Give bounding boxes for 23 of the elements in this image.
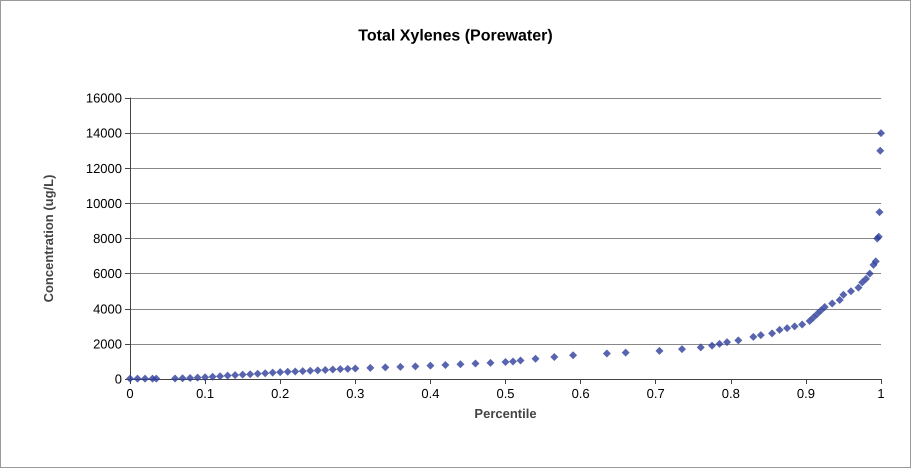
x-tick-label: 0.2 [271,386,290,401]
y-tick-label: 16000 [86,90,122,106]
y-tick-label: 0 [114,372,122,386]
x-tick-label: 1 [877,386,885,401]
y-tick-label: 4000 [93,301,122,316]
y-axis-title: Concentration (ug/L) [41,174,56,302]
x-tick-label: 0.9 [796,386,815,401]
x-tick-label: 0.3 [346,386,364,401]
y-tick-label: 6000 [93,266,122,282]
x-tick-label: 0.7 [646,386,665,401]
x-axis-title: Percentile [474,406,537,421]
chart-title: Total Xylenes (Porewater) [358,28,553,44]
x-tick-label: 0.4 [421,386,440,401]
y-tick-label: 10000 [86,196,122,211]
x-tick-label: 0.1 [196,386,214,401]
x-tick-label: 0.5 [496,386,515,401]
y-tick-label: 8000 [93,231,122,246]
x-tick-label: 0 [126,386,134,401]
y-tick-label: 2000 [93,336,122,352]
y-tick-label: 12000 [86,160,122,176]
x-tick-label: 0.6 [572,386,590,401]
y-tick-label: 14000 [86,126,122,141]
x-tick-label: 0.8 [722,386,740,401]
